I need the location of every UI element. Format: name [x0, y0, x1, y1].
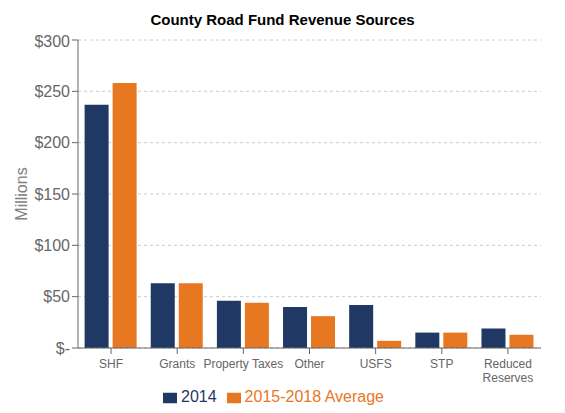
svg-text:$100: $100 — [34, 237, 70, 254]
svg-text:$250: $250 — [34, 83, 70, 100]
svg-text:Property Taxes: Property Taxes — [203, 357, 283, 371]
svg-text:$-: $- — [56, 340, 70, 357]
svg-text:$150: $150 — [34, 186, 70, 203]
svg-text:$50: $50 — [43, 288, 70, 305]
svg-text:Grants: Grants — [159, 357, 195, 371]
svg-text:SHF: SHF — [99, 357, 123, 371]
svg-text:ReducedReserves: ReducedReserves — [483, 357, 534, 385]
svg-text:$200: $200 — [34, 134, 70, 151]
html-text:2015-2018 Average: 2015-2018 Average — [244, 388, 384, 405]
svg-text:STP: STP — [430, 357, 453, 371]
html-text:2014: 2014 — [181, 388, 217, 405]
svg-text:$300: $300 — [34, 33, 70, 50]
html-text:County Road Fund Revenue Sourc: County Road Fund Revenue Sources — [150, 11, 415, 28]
svg-text:USFS: USFS — [360, 357, 392, 371]
svg-text:Millions: Millions — [13, 167, 30, 220]
svg-text:Other: Other — [294, 357, 324, 371]
